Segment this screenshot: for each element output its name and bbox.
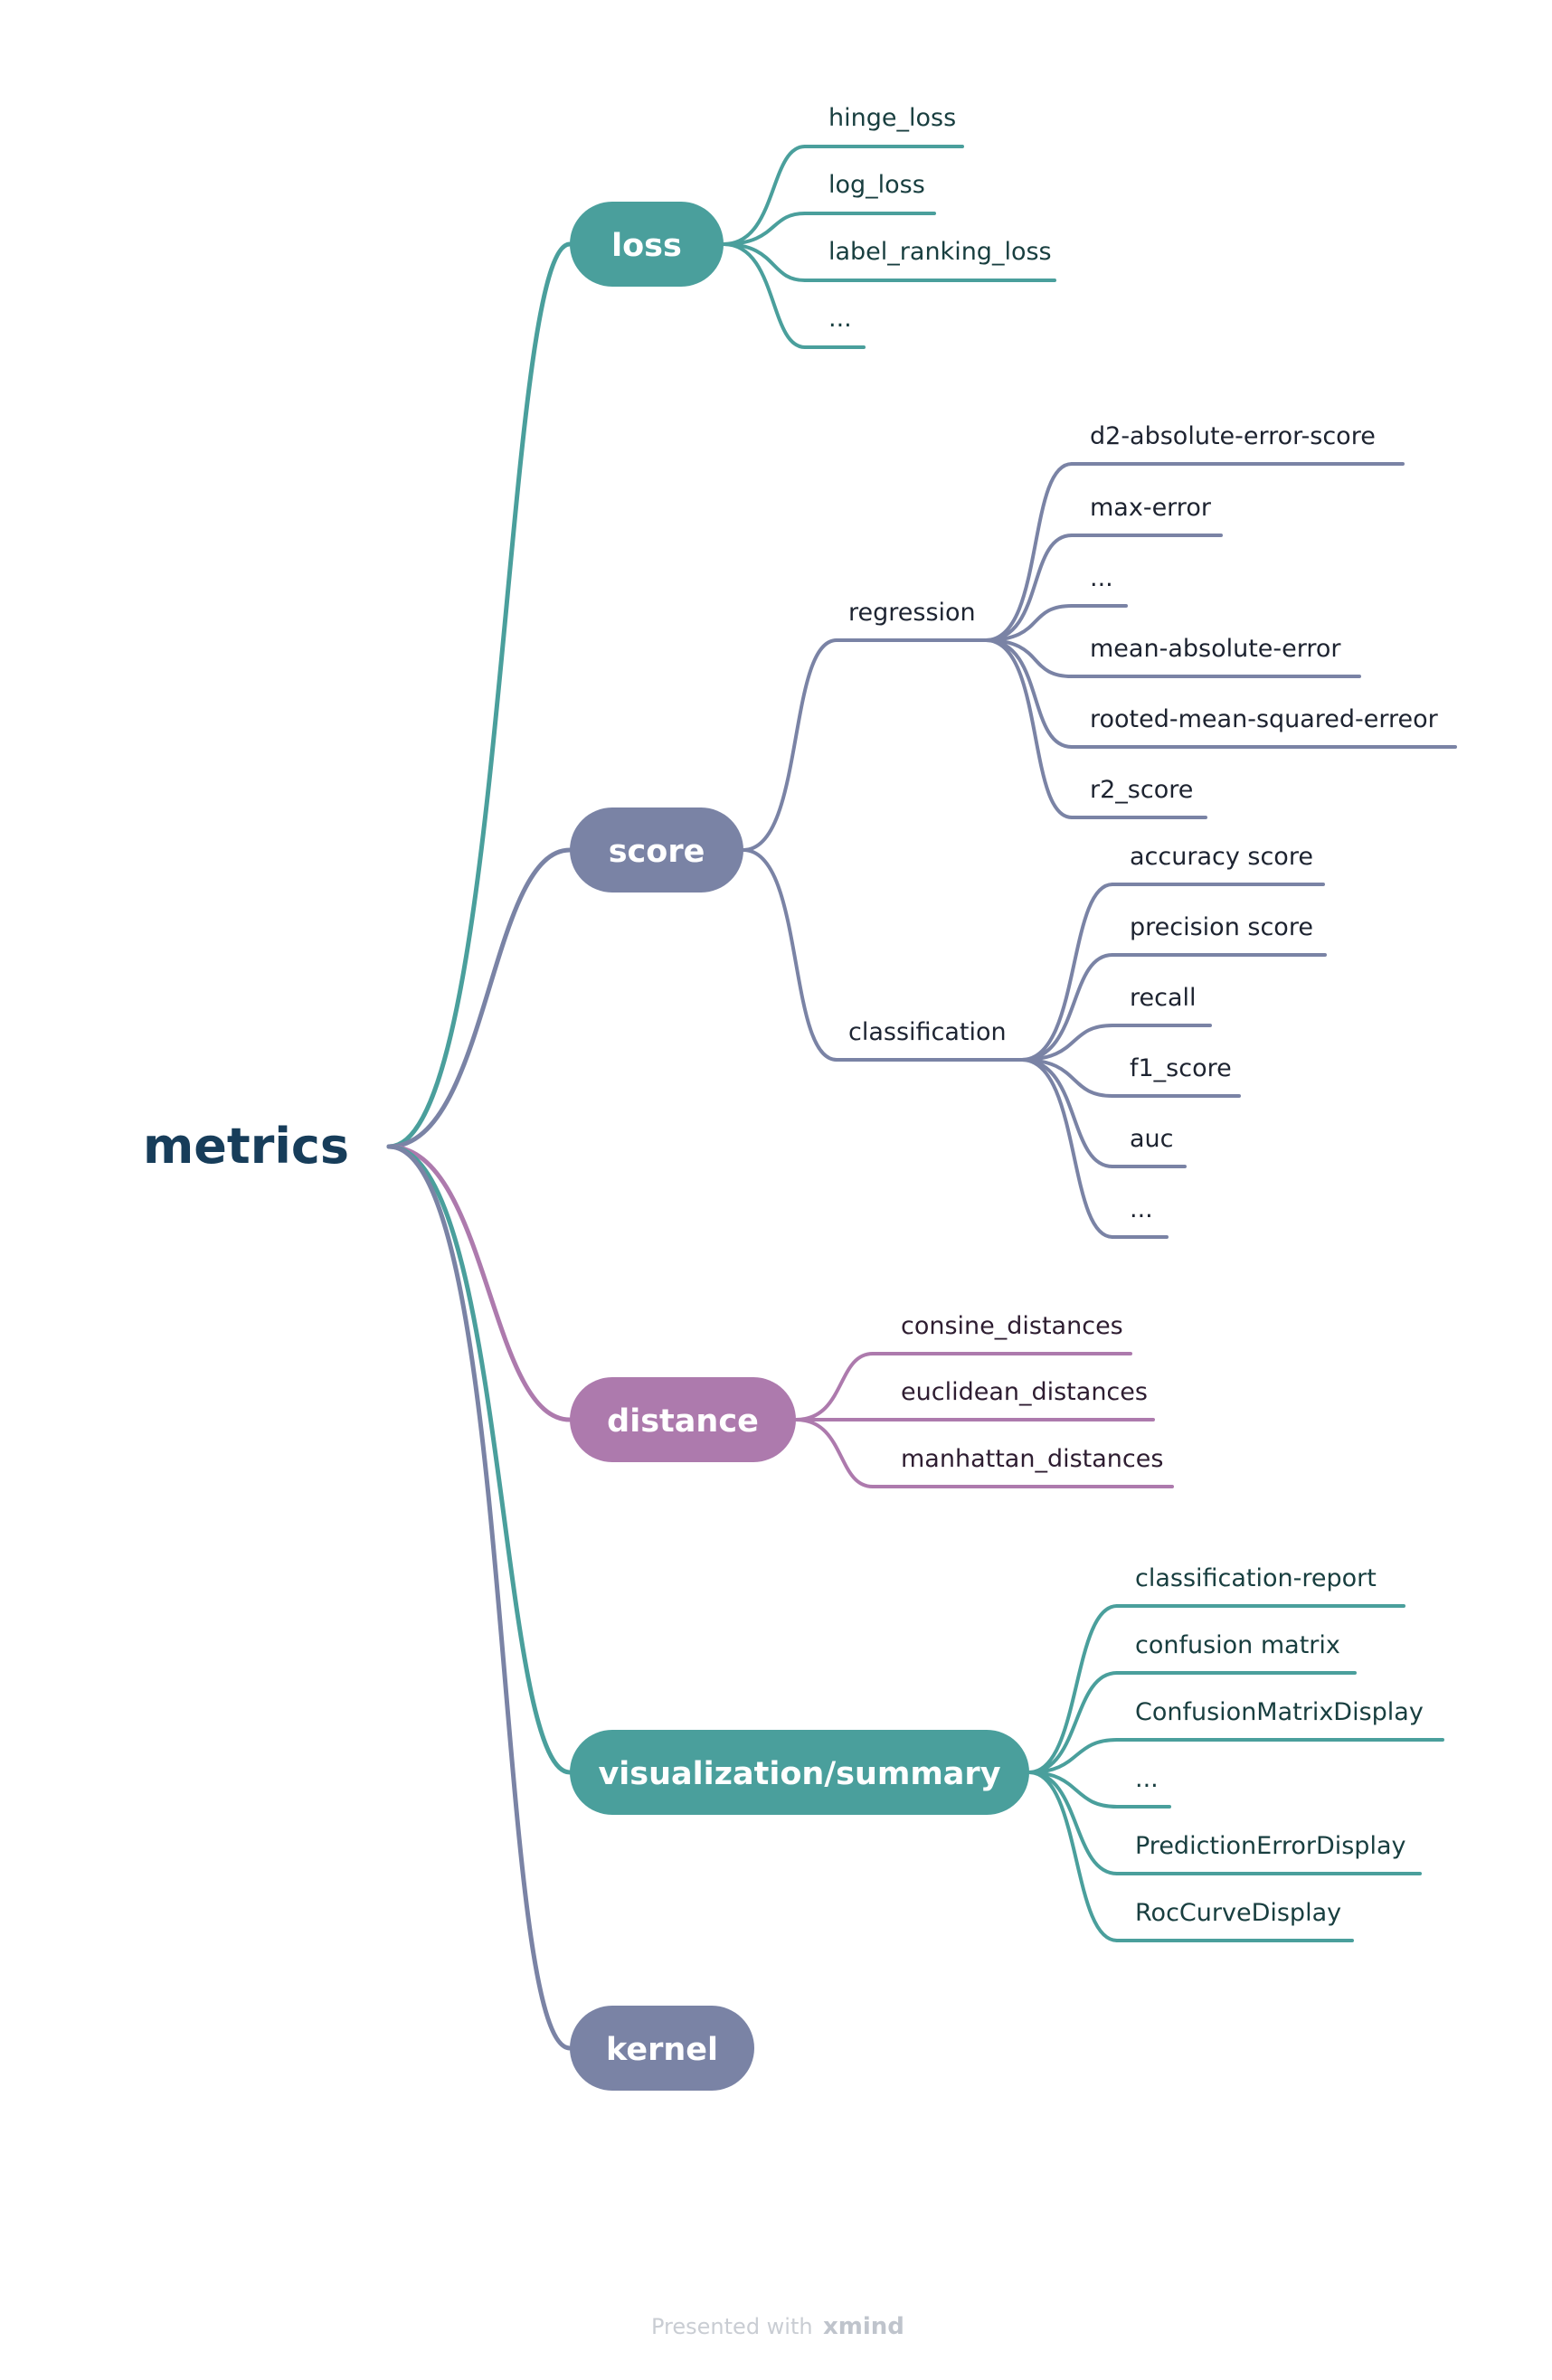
branch-reg-2 (984, 604, 1074, 642)
leaf-visualization-ellipsis[interactable]: ... (1135, 1765, 1159, 1793)
leaf-f1-score[interactable]: f1_score (1130, 1054, 1232, 1082)
topic-distance-pill[interactable] (570, 1377, 796, 1462)
topic-loss-label: loss (611, 228, 682, 264)
leaf-confusion-matrix[interactable]: confusion matrix (1135, 1631, 1340, 1659)
branch-cls-5 (1020, 1058, 1114, 1239)
branch-loss-2 (722, 242, 807, 282)
topic-visualization-pill[interactable] (570, 1730, 1029, 1815)
leaf-confusion-matrix-display[interactable]: ConfusionMatrixDisplay (1135, 1698, 1424, 1726)
branch-to-distance (386, 1144, 573, 1422)
branch-score-classification (742, 848, 838, 1062)
topic-score-group: score regression d2-absolute-error-score… (570, 422, 1457, 1239)
main-branches (386, 241, 573, 2051)
branch-reg-0 (984, 462, 1074, 642)
topic-kernel-pill[interactable] (570, 2006, 754, 2091)
leaf-max-error[interactable]: max-error (1090, 494, 1212, 522)
branch-loss-0 (722, 145, 807, 246)
subtopic-classification[interactable]: classification (848, 1018, 1007, 1046)
branch-to-kernel (386, 1144, 573, 2051)
leaf-mean-absolute-error[interactable]: mean-absolute-error (1090, 635, 1341, 663)
branch-loss-1 (722, 212, 807, 246)
topic-loss-group: loss hinge_loss log_loss label_ranking_l… (570, 104, 1056, 349)
leaf-classification-ellipsis[interactable]: ... (1130, 1195, 1153, 1223)
branch-reg-4 (984, 638, 1074, 749)
branch-cls-0 (1020, 883, 1114, 1062)
root-topic-metrics[interactable]: metrics (143, 1118, 349, 1175)
branch-to-loss (386, 241, 573, 1149)
leaf-consine-distances[interactable]: consine_distances (901, 1312, 1123, 1340)
branch-dist-0 (794, 1352, 875, 1421)
branch-to-score (386, 847, 573, 1149)
leaf-recall[interactable]: recall (1130, 984, 1197, 1012)
leaf-prediction-error-display[interactable]: PredictionErrorDisplay (1135, 1832, 1405, 1860)
footer-watermark: Presented with xmind (651, 2313, 904, 2340)
branch-reg-5 (984, 638, 1074, 819)
branch-vis-4 (1027, 1771, 1119, 1875)
branch-reg-3 (984, 638, 1074, 678)
leaf-regression-ellipsis[interactable]: ... (1090, 564, 1113, 592)
leaf-d2-absolute-error-score[interactable]: d2-absolute-error-score (1090, 422, 1376, 450)
branch-cls-2 (1020, 1024, 1114, 1062)
leaf-manhattan-distances[interactable]: manhattan_distances (901, 1445, 1163, 1473)
leaf-log-loss[interactable]: log_loss (828, 171, 925, 199)
topic-visualization-label: visualization/summary (598, 1756, 1000, 1792)
leaf-auc[interactable]: auc (1130, 1125, 1174, 1153)
branch-cls-4 (1020, 1058, 1114, 1168)
topic-distance-group: distance consine_distances euclidean_dis… (570, 1312, 1174, 1488)
branch-to-visualization (386, 1144, 573, 1775)
branch-reg-1 (984, 534, 1074, 642)
branch-cls-1 (1020, 953, 1114, 1062)
branch-cls-3 (1020, 1058, 1114, 1098)
leaf-rooted-mean-squared-erreor[interactable]: rooted-mean-squared-erreor (1090, 705, 1439, 733)
topic-visualization-group: visualization/summary classification-rep… (570, 1564, 1444, 1942)
footer-prefix: Presented with (651, 2314, 813, 2339)
leaf-euclidean-distances[interactable]: euclidean_distances (901, 1378, 1148, 1406)
footer-brand: xmind (823, 2313, 904, 2340)
topic-score-label: score (609, 834, 705, 870)
leaf-label-ranking-loss[interactable]: label_ranking_loss (828, 238, 1052, 266)
leaf-r2-score[interactable]: r2_score (1090, 776, 1193, 804)
topic-score-pill[interactable] (570, 808, 743, 892)
leaf-accuracy-score[interactable]: accuracy score (1130, 843, 1313, 871)
branch-dist-2 (794, 1418, 875, 1488)
topic-distance-label: distance (607, 1403, 759, 1440)
branch-vis-1 (1027, 1671, 1119, 1774)
leaf-hinge-loss[interactable]: hinge_loss (828, 104, 956, 132)
leaf-loss-ellipsis[interactable]: ... (828, 305, 852, 333)
branch-loss-3 (722, 242, 807, 349)
topic-kernel-group: kernel (570, 2006, 754, 2091)
topic-loss-pill[interactable] (570, 202, 724, 287)
branch-vis-3 (1027, 1771, 1119, 1809)
branch-vis-5 (1027, 1771, 1119, 1942)
branch-score-regression (742, 638, 838, 852)
leaf-classification-report[interactable]: classification-report (1135, 1564, 1377, 1592)
branch-vis-0 (1027, 1604, 1119, 1774)
leaf-roc-curve-display[interactable]: RocCurveDisplay (1135, 1899, 1341, 1927)
subtopic-regression[interactable]: regression (848, 599, 976, 627)
topic-kernel-label: kernel (606, 2032, 718, 2068)
branch-vis-2 (1027, 1738, 1119, 1774)
leaf-precision-score[interactable]: precision score (1130, 913, 1313, 941)
